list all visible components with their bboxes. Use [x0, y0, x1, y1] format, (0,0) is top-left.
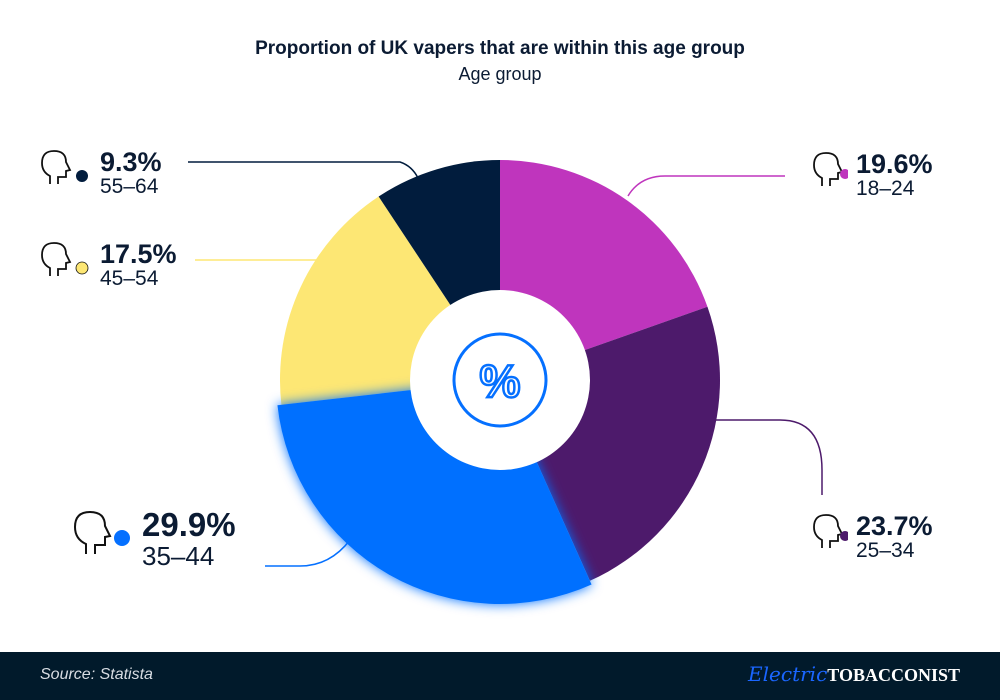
leader-line-35-44 — [265, 539, 351, 567]
chart-subtitle: Age group — [458, 64, 542, 84]
donut-hole — [410, 290, 590, 470]
vaper-head-icon — [813, 152, 848, 186]
leader-line-55-64 — [188, 161, 419, 179]
source-text: Source: Statista — [40, 666, 153, 683]
vaper-head-icon — [41, 242, 89, 276]
svg-text:%: % — [480, 355, 521, 407]
value-label: 19.6% — [856, 149, 933, 179]
category-label: 35–44 — [142, 540, 215, 571]
label-18-24: 19.6% 18–24 — [812, 150, 933, 200]
vaper-head-icon — [41, 150, 88, 184]
category-label: 45–54 — [100, 267, 159, 291]
label-45-54: 17.5% 45–54 — [40, 240, 177, 290]
category-label: 55–64 — [100, 175, 159, 199]
value-label: 17.5% — [100, 239, 177, 269]
leader-line-18-24 — [627, 175, 785, 197]
chart-title: Proportion of UK vapers that are within … — [255, 38, 745, 59]
percent-icon: % — [452, 332, 548, 428]
label-25-34: 23.7% 25–34 — [812, 512, 933, 562]
footer: Source: Statista ElectricTOBACCONIST — [0, 652, 1000, 700]
vaper-head-icon — [813, 514, 848, 548]
label-35-44: 29.9% 35–44 — [72, 506, 236, 571]
leader-line-25-34 — [715, 419, 823, 495]
brand-logo: ElectricTOBACCONIST — [748, 662, 960, 686]
value-label: 29.9% — [142, 506, 236, 543]
value-label: 9.3% — [100, 147, 162, 177]
category-label: 25–34 — [856, 539, 915, 563]
vaper-head-icon — [73, 510, 130, 554]
label-55-64: 9.3% 55–64 — [40, 148, 162, 198]
category-label: 18–24 — [856, 177, 915, 201]
value-label: 23.7% — [856, 511, 933, 541]
